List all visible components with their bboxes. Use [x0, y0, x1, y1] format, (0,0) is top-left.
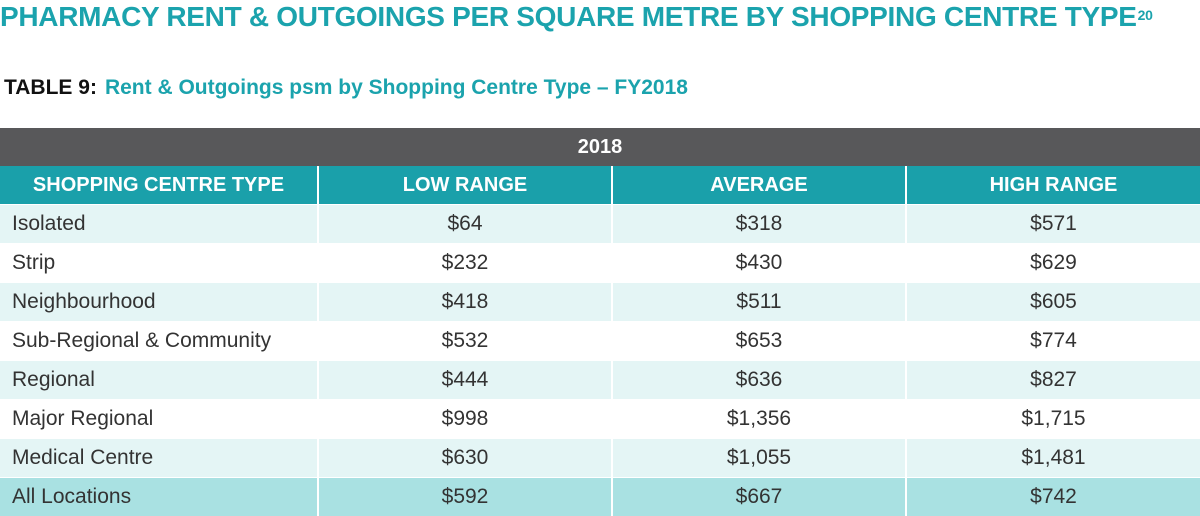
cell-low-range: $630: [318, 439, 612, 478]
table-row: Sub-Regional & Community $532 $653 $774: [0, 322, 1200, 361]
table-row: Major Regional $998 $1,356 $1,715: [0, 400, 1200, 439]
cell-average: $667: [612, 478, 906, 516]
cell-average: $653: [612, 322, 906, 361]
cell-centre-type: Regional: [0, 361, 318, 400]
cell-centre-type: Sub-Regional & Community: [0, 322, 318, 361]
cell-high-range: $1,481: [906, 439, 1200, 478]
cell-average: $1,356: [612, 400, 906, 439]
cell-centre-type: Neighbourhood: [0, 283, 318, 322]
cell-high-range: $571: [906, 205, 1200, 244]
column-header-high-range: HIGH RANGE: [906, 166, 1200, 205]
page-title-text: PHARMACY RENT & OUTGOINGS PER SQUARE MET…: [0, 1, 1137, 32]
cell-centre-type: Medical Centre: [0, 439, 318, 478]
cell-low-range: $232: [318, 244, 612, 283]
table-caption: TABLE 9: Rent & Outgoings psm by Shopping…: [4, 74, 688, 102]
year-header-row: 2018: [0, 128, 1200, 166]
cell-average: $430: [612, 244, 906, 283]
table-caption-text: Rent & Outgoings psm by Shopping Centre …: [105, 76, 688, 99]
cell-average: $1,055: [612, 439, 906, 478]
column-header-centre-type: SHOPPING CENTRE TYPE: [0, 166, 318, 205]
cell-average: $318: [612, 205, 906, 244]
column-header-average: AVERAGE: [612, 166, 906, 205]
rent-table: 2018 SHOPPING CENTRE TYPE LOW RANGE AVER…: [0, 128, 1200, 516]
cell-centre-type: Isolated: [0, 205, 318, 244]
cell-average: $511: [612, 283, 906, 322]
title-footnote: 20: [1138, 7, 1153, 23]
total-row: All Locations $592 $667 $742: [0, 478, 1200, 516]
cell-centre-type: All Locations: [0, 478, 318, 516]
cell-high-range: $629: [906, 244, 1200, 283]
table-row: Medical Centre $630 $1,055 $1,481: [0, 439, 1200, 478]
table-row: Strip $232 $430 $629: [0, 244, 1200, 283]
cell-low-range: $418: [318, 283, 612, 322]
cell-low-range: $998: [318, 400, 612, 439]
cell-centre-type: Strip: [0, 244, 318, 283]
cell-average: $636: [612, 361, 906, 400]
cell-low-range: $444: [318, 361, 612, 400]
table-label: TABLE 9:: [4, 76, 97, 99]
table-row: Neighbourhood $418 $511 $605: [0, 283, 1200, 322]
cell-low-range: $532: [318, 322, 612, 361]
cell-high-range: $1,715: [906, 400, 1200, 439]
cell-low-range: $64: [318, 205, 612, 244]
table-row: Isolated $64 $318 $571: [0, 205, 1200, 244]
table-row: Regional $444 $636 $827: [0, 361, 1200, 400]
cell-high-range: $605: [906, 283, 1200, 322]
column-header-row: SHOPPING CENTRE TYPE LOW RANGE AVERAGE H…: [0, 166, 1200, 205]
cell-high-range: $774: [906, 322, 1200, 361]
cell-centre-type: Major Regional: [0, 400, 318, 439]
cell-high-range: $827: [906, 361, 1200, 400]
column-header-low-range: LOW RANGE: [318, 166, 612, 205]
page-title: PHARMACY RENT & OUTGOINGS PER SQUARE MET…: [0, 0, 1153, 34]
cell-low-range: $592: [318, 478, 612, 516]
cell-high-range: $742: [906, 478, 1200, 516]
year-header: 2018: [0, 128, 1200, 166]
